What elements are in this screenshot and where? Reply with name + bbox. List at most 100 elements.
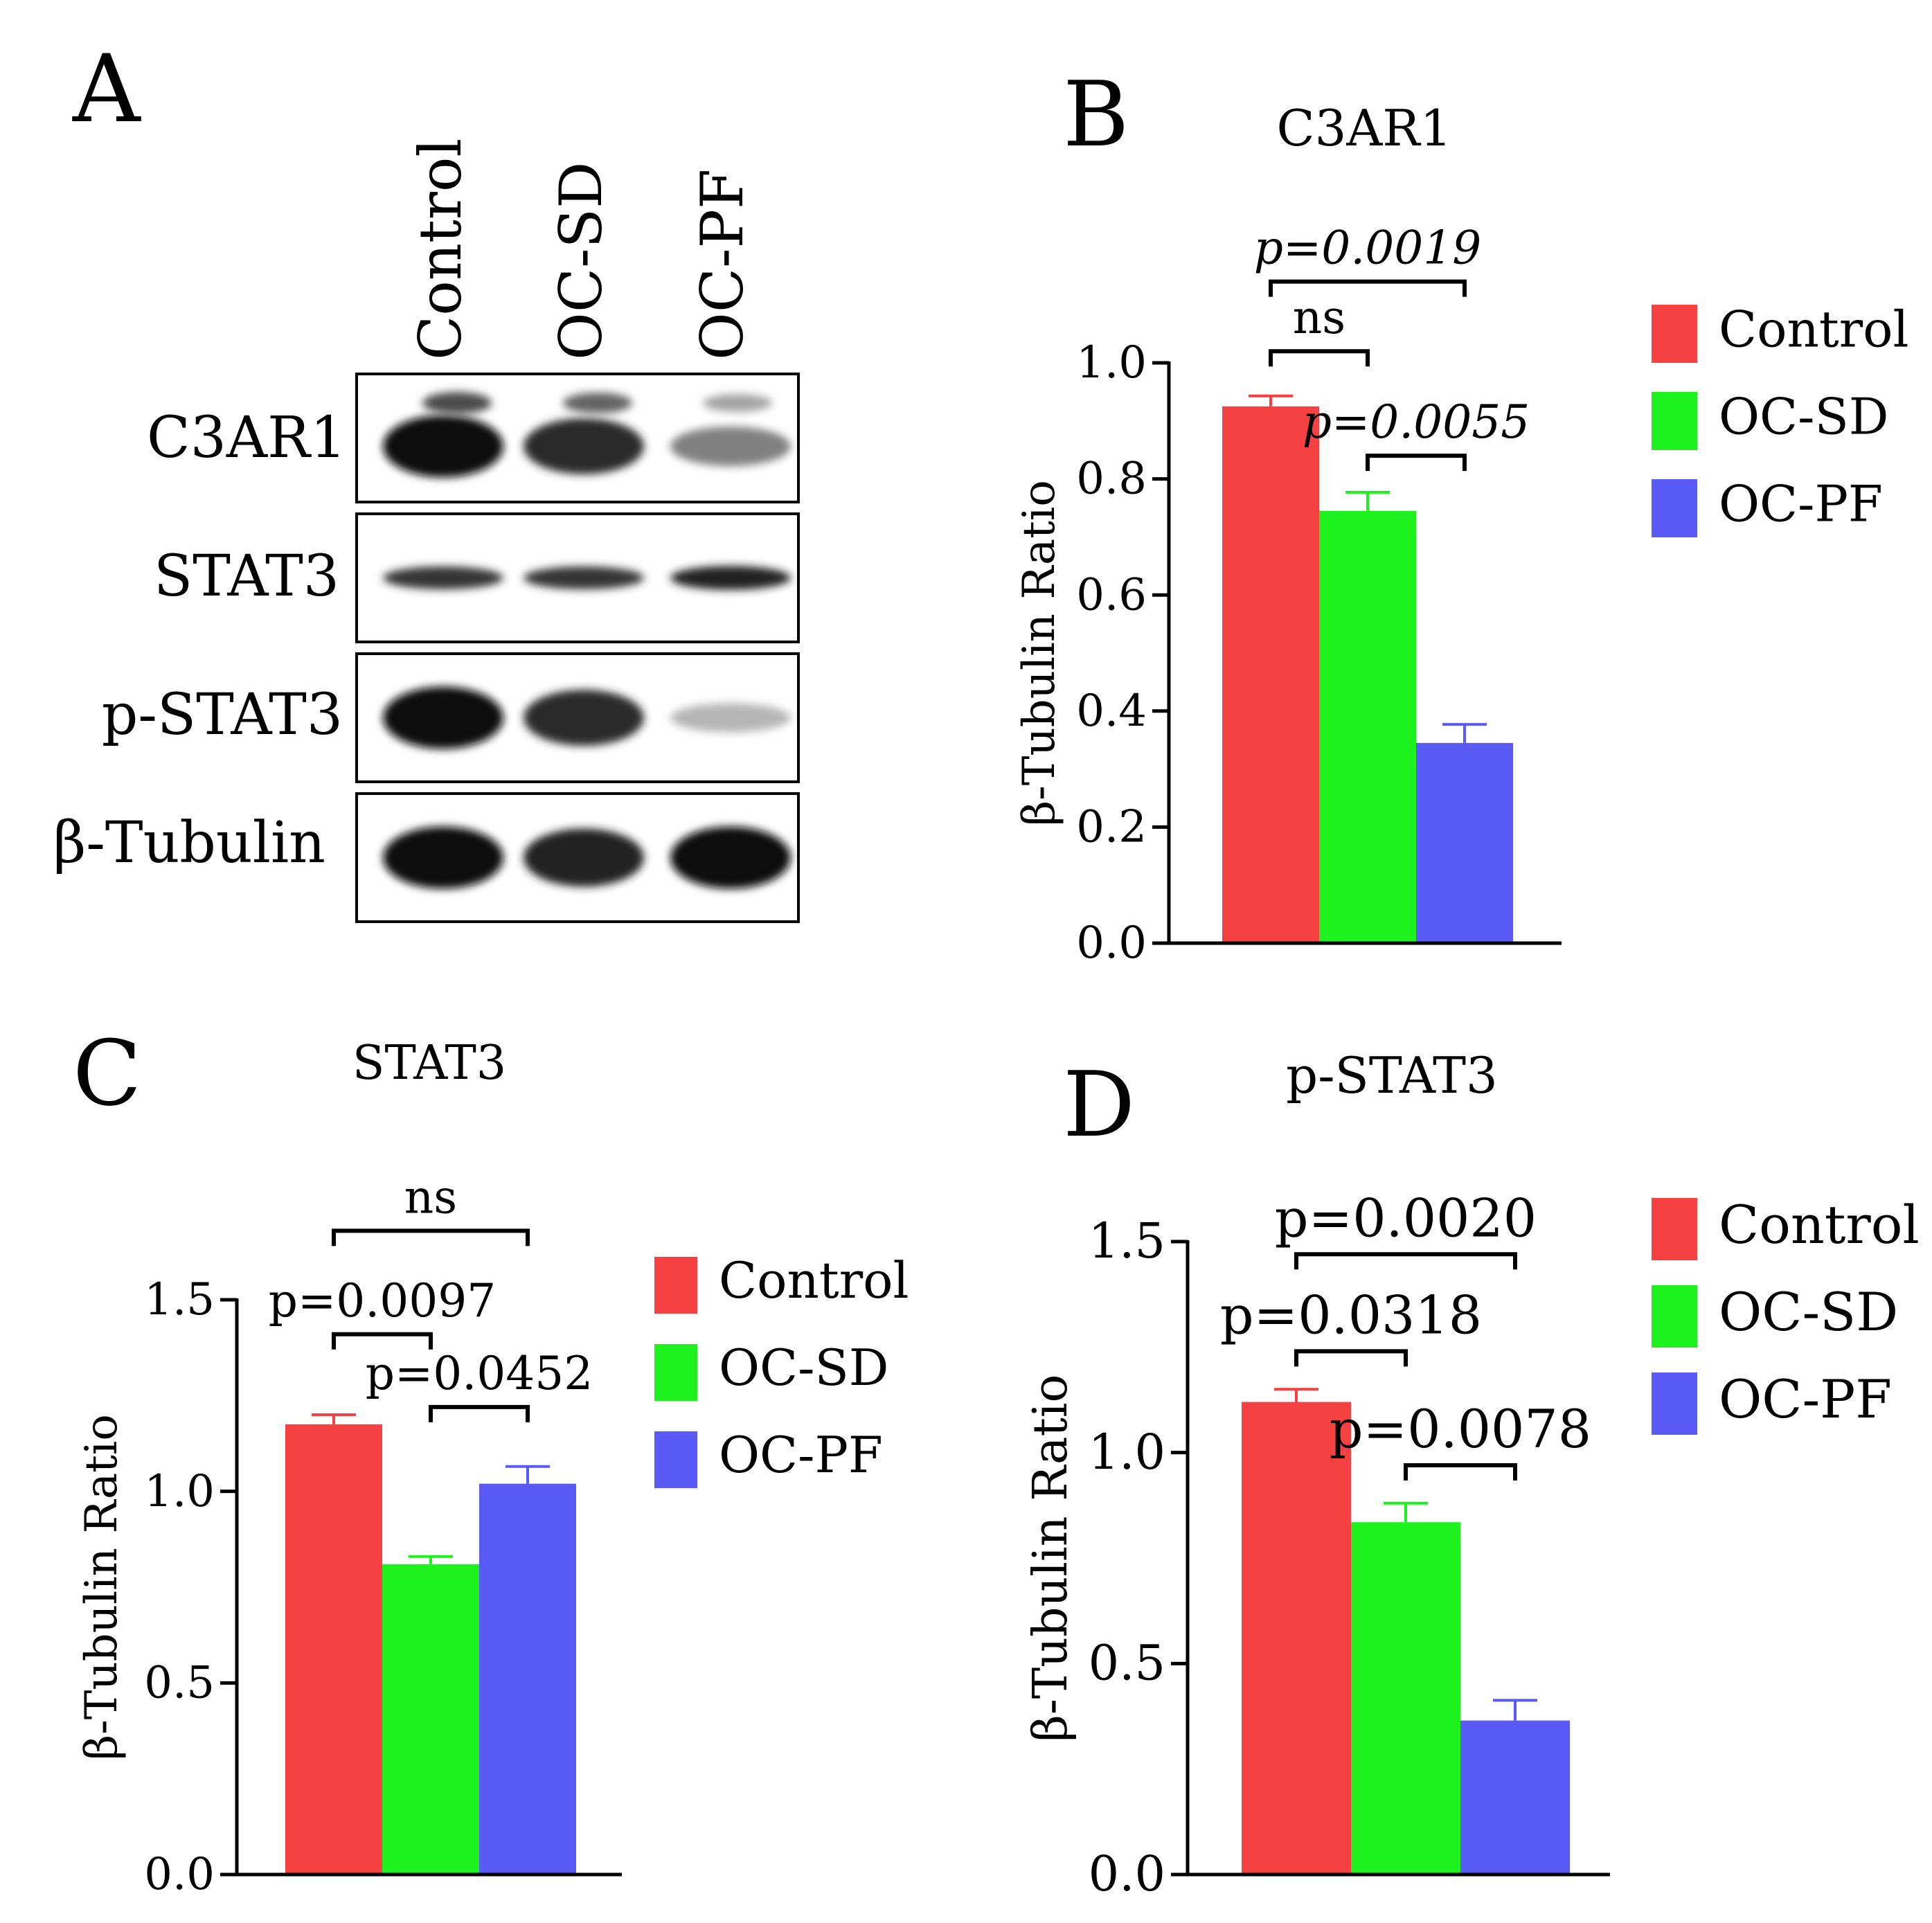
blot-row-p-stat3: p-STAT3 [102,652,800,783]
panel-c-legend-swatch-oc_pf [654,1431,697,1488]
blot-band [524,566,644,590]
panel-c-legend-label-oc_pf: OC-PF [719,1426,883,1484]
panel-c-legend-label-control: Control [719,1251,909,1309]
blot-band [383,686,503,749]
blot-row-c3ar1: C3AR1 [147,373,800,503]
panel-b-significance-bracket [1269,349,1370,367]
blot-row-label-p-stat3: p-STAT3 [102,682,343,748]
panel-letter-a: A [72,35,141,143]
panel-d-significance-label: p=0.0318 [1220,1284,1482,1345]
blot-band [670,826,791,889]
panel-c-significance-label: ns [404,1170,457,1224]
panel-b-ytick-label: 0.2 [1076,802,1147,853]
panel-c-significance-bracket [429,1404,530,1422]
blot-row-beta-tubulin: β-Tubulin [53,792,800,923]
panel-d-legend-label-oc_sd: OC-SD [1719,1281,1898,1343]
panel-d-ytick-label: 1.0 [1089,1424,1165,1481]
panel-d-bar-oc_pf [1460,1720,1570,1875]
panel-b-ytick-label: 0.4 [1076,686,1147,737]
panel-b-ytick-label: 0.0 [1076,918,1147,969]
panel-b-ytick-label: 0.8 [1076,454,1147,505]
panel-c-legend-swatch-control [654,1257,697,1314]
panel-c-legend-label-oc_sd: OC-SD [719,1339,889,1397]
lane-label-control: Control [406,138,474,360]
panel-c-significance-bracket [332,1228,530,1246]
panel-b-ytick-label: 0.6 [1076,569,1147,620]
panel-b-legend-label-oc_pf: OC-PF [1719,474,1883,533]
panel-b-significance-bracket [1269,279,1467,297]
panel-c-ytick-label: 0.5 [144,1657,215,1708]
panel-b-legend-swatch-control [1652,305,1697,363]
panel-c-legend-swatch-oc_sd [654,1344,697,1401]
panel-b-significance-bracket [1366,454,1467,472]
panel-d-pstat3-chart: p-STAT3 β-Tubulin Ratio 0.0 0.5 1.0 1.5 p=0.00… [1023,1046,1920,1902]
panel-c-bar-control [285,1424,382,1875]
blot-band [383,566,503,590]
blot-band [524,690,644,746]
blot-row-label-c3ar1: C3AR1 [147,405,346,471]
panel-b-legend-label-oc_sd: OC-SD [1719,387,1889,445]
panel-b-ytick-label: 1.0 [1076,337,1147,388]
blot-band [670,427,791,466]
panel-d-significance-bracket [1404,1463,1517,1481]
panel-c-ylabel: β-Tubulin Ratio [76,1414,127,1760]
panel-b-title: C3AR1 [1277,99,1452,157]
panel-d-ytick-label: 0.0 [1089,1845,1165,1902]
panel-b-ylabel: β-Tubulin Ratio [1014,480,1065,826]
panel-c-stat3-chart: STAT3 β-Tubulin Ratio 0.0 0.5 1.0 1.5 ns p=0.00… [76,1036,909,1900]
panel-c-title: STAT3 [352,1036,506,1091]
panel-d-significance-bracket [1294,1252,1517,1270]
panel-c-ytick-label: 0.0 [144,1849,215,1900]
panel-d-legend-label-oc_pf: OC-PF [1719,1368,1892,1430]
panel-b-significance-label: ns [1293,291,1345,344]
panel-b-significance-label: p=0.0055 [1303,395,1530,449]
panel-b-bar-control [1222,406,1319,943]
panel-c-ytick-label: 1.0 [144,1466,215,1517]
blot-band-upper [422,392,492,414]
panel-d-bar-control [1242,1402,1351,1875]
panel-c-significance-bracket [332,1332,433,1350]
panel-d-title: p-STAT3 [1286,1046,1498,1104]
blot-band [670,703,791,733]
panel-d-legend-swatch-oc_sd [1652,1285,1697,1348]
panel-c-bar-oc_sd [382,1564,479,1875]
panel-d-ytick-label: 1.5 [1089,1213,1165,1269]
panel-c-bar-oc_pf [479,1483,576,1875]
lane-label-oc-pf: OC-PF [688,169,756,360]
panel-d-ytick-label: 0.5 [1089,1634,1165,1691]
panel-d-significance-label: p=0.0078 [1330,1398,1591,1460]
blot-row-label-beta-tubulin: β-Tubulin [53,810,325,876]
western-blot-panel: Control OC-SD OC-PF C3AR1 STAT3 p-STAT3 β-T… [53,138,800,923]
blot-band [383,826,503,889]
panel-d-bar-oc_sd [1351,1522,1460,1875]
panel-c-ytick-label: 1.5 [144,1274,215,1325]
blot-band [383,415,503,478]
panel-b-significance-label: p=0.0019 [1254,222,1482,275]
panel-d-significance-label: p=0.0020 [1275,1187,1537,1249]
panel-letter-b: B [1063,62,1129,167]
panel-c-significance-label: p=0.0452 [366,1347,593,1400]
panel-letter-c: C [73,1021,141,1126]
panel-b-bar-oc_pf [1416,742,1513,943]
blot-row-label-stat3: STAT3 [154,544,339,609]
panel-d-legend-swatch-oc_pf [1652,1372,1697,1435]
panel-d-legend-swatch-control [1652,1198,1697,1260]
blot-band-upper [703,394,772,412]
panel-b-legend-label-control: Control [1719,300,1909,358]
panel-b-bar-oc_sd [1319,510,1416,943]
blot-band-upper [563,392,632,414]
blot-band [524,418,644,474]
panel-c-significance-label: p=0.0097 [269,1274,497,1327]
panel-b-legend-swatch-oc_sd [1652,392,1697,450]
panel-d-legend-label-control: Control [1719,1194,1920,1255]
panel-d-significance-bracket [1294,1349,1408,1367]
panel-d-ylabel: β-Tubulin Ratio [1023,1375,1078,1742]
lane-label-oc-sd: OC-SD [547,162,615,360]
blot-row-stat3: STAT3 [154,512,800,643]
panel-b-legend-swatch-oc_pf [1652,479,1697,537]
blot-band [670,566,791,590]
panel-letter-d: D [1063,1052,1135,1157]
panel-b-c3ar1-chart: C3AR1 β-Tubulin Ratio 0.0 0.2 0.4 0.6 0.8 1.0 p=… [1014,99,1909,969]
blot-band [524,828,644,887]
